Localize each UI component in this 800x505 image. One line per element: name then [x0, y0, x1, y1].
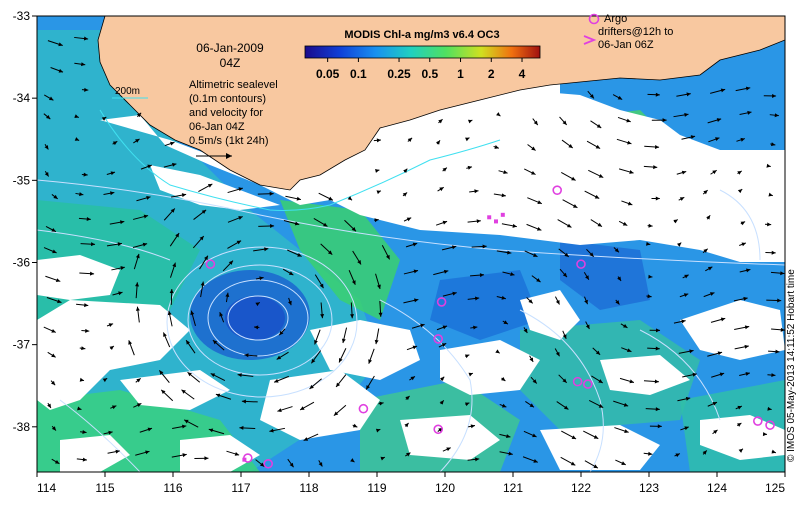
- x-tick-label: 114: [37, 481, 56, 495]
- colorbar-tick-label: 1: [457, 67, 464, 81]
- colorbar-tick-label: 0.5: [421, 67, 438, 81]
- isobath-legend-label: 200m: [115, 86, 140, 97]
- argo-legend-line: Argo: [604, 13, 627, 25]
- argo-legend-line: 06-Jan 06Z: [598, 39, 654, 51]
- colorbar-tick-label: 0.25: [387, 67, 411, 81]
- colorbar-gradient: [305, 46, 540, 58]
- y-tick-label: -38: [13, 420, 31, 434]
- x-tick-label: 124: [707, 481, 727, 495]
- x-tick-label: 118: [299, 481, 318, 495]
- y-tick-label: -36: [13, 255, 31, 269]
- description-line: Altimetric sealevel: [189, 79, 278, 91]
- colorbar-tick-label: 4: [519, 67, 526, 81]
- x-tick-label: 121: [503, 481, 523, 495]
- description-line: 0.5m/s (1kt 24h): [189, 135, 268, 147]
- y-tick-label: -37: [13, 338, 31, 352]
- time-label: 04Z: [220, 56, 241, 70]
- description-line: and velocity for: [189, 107, 263, 119]
- credit-text: © IMOS 05-May-2013 14:11:52 Hobart time: [786, 269, 797, 462]
- x-tick-label: 120: [435, 481, 455, 495]
- x-axis: 114 115 116 117 118 119 120 121 122 123 124 125: [37, 472, 785, 495]
- colorbar-tick-label: 0.1: [350, 67, 367, 81]
- argo-track-mark-icon: [501, 213, 505, 217]
- x-tick-label: 122: [571, 481, 591, 495]
- colorbar-tick-label: 2: [488, 67, 495, 81]
- description-line: 06-Jan 04Z: [189, 121, 245, 133]
- y-tick-label: -35: [13, 173, 31, 187]
- x-tick-label: 125: [765, 481, 785, 495]
- argo-legend-line: drifters@12h to: [598, 26, 673, 38]
- date-label: 06-Jan-2009: [196, 41, 264, 55]
- colorbar-tick-label: 0.05: [316, 67, 340, 81]
- x-tick-label: 119: [367, 481, 386, 495]
- y-tick-label: -34: [13, 91, 31, 105]
- argo-track-mark-icon: [494, 219, 498, 223]
- y-tick-label: -33: [13, 9, 31, 23]
- argo-track-mark-icon: [487, 215, 491, 219]
- x-tick-label: 123: [639, 481, 659, 495]
- argo-track-mark-icon: [242, 458, 246, 462]
- chart-title: MODIS Chl-a mg/m3 v6.4 OC3: [344, 29, 499, 41]
- description-line: (0.1m contours): [189, 93, 266, 105]
- x-tick-label: 117: [231, 481, 250, 495]
- x-tick-label: 115: [95, 481, 114, 495]
- map-plot-area: [37, 16, 785, 472]
- y-axis: -33 -34 -35 -36 -37 -38: [13, 9, 37, 434]
- x-tick-label: 116: [163, 481, 182, 495]
